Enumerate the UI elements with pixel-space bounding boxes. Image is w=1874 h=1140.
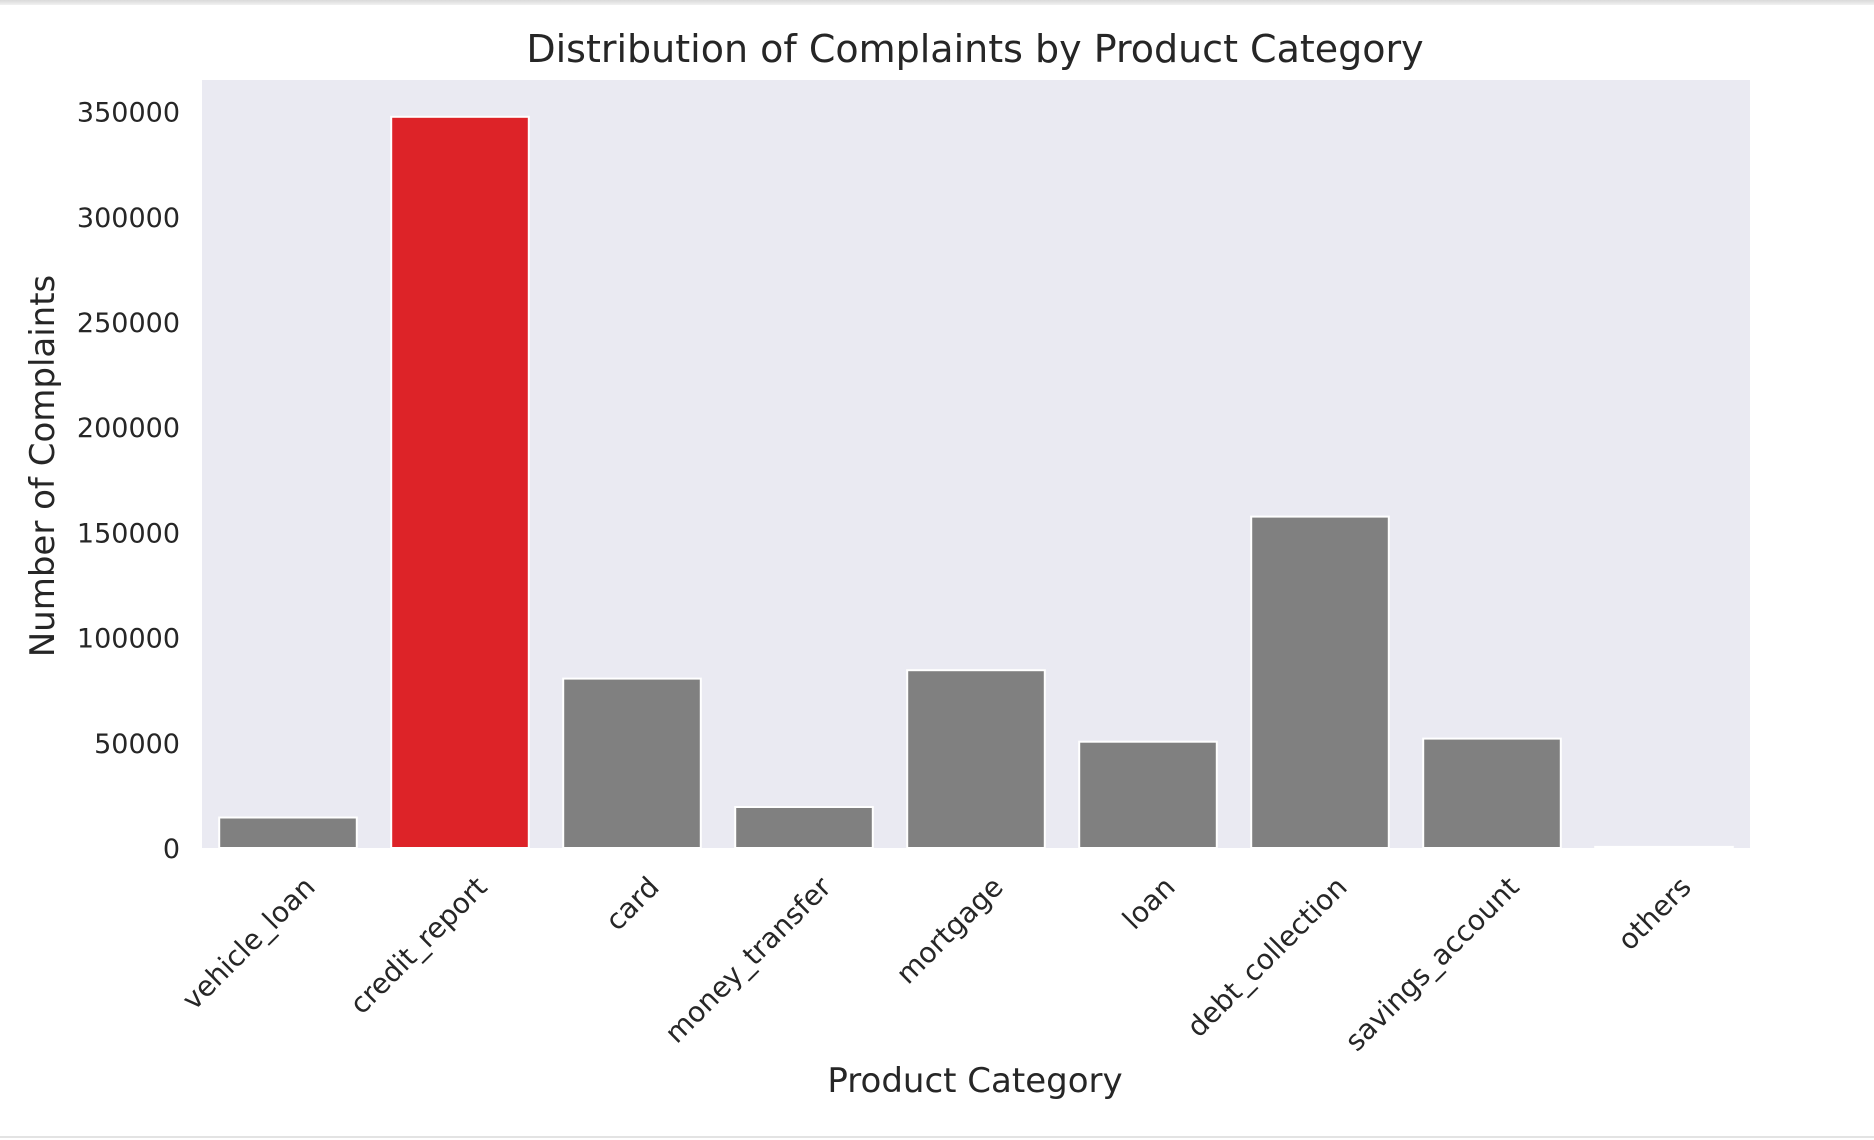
x-tick-label-loan: loan <box>1116 870 1182 936</box>
bar-money-transfer <box>734 806 874 849</box>
bottom-border <box>0 1136 1874 1138</box>
bar-others <box>1594 845 1734 850</box>
bar-debt-collection <box>1250 515 1390 849</box>
y-tick-label: 350000 <box>77 98 180 129</box>
y-tick-label: 150000 <box>77 518 180 549</box>
y-axis-title: Number of Complaints <box>23 275 63 658</box>
x-tick-label-vehicle-loan: vehicle_loan <box>176 870 322 1016</box>
x-tick-label-savings-account: savings_account <box>1338 870 1525 1057</box>
y-tick-label: 200000 <box>77 413 180 444</box>
y-tick-label: 100000 <box>77 624 180 655</box>
bar-savings-account <box>1422 737 1562 849</box>
x-tick-label-card: card <box>599 870 666 937</box>
x-tick-label-mortgage: mortgage <box>890 870 1010 990</box>
bar-loan <box>1078 740 1218 850</box>
x-tick-label-debt-collection: debt_collection <box>1180 870 1353 1043</box>
x-axis-title: Product Category <box>827 1061 1122 1101</box>
y-tick-label: 0 <box>163 834 180 865</box>
bar-card <box>562 677 702 849</box>
chart-title: Distribution of Complaints by Product Ca… <box>526 27 1423 71</box>
x-tick-label-credit-report: credit_report <box>343 870 493 1020</box>
y-tick-label: 250000 <box>77 308 180 339</box>
x-tick-label-others: others <box>1611 870 1697 956</box>
y-tick-labels: 0 50000 100000 150000 200000 250000 300000 3500… <box>77 98 180 865</box>
bar-credit-report <box>390 115 530 850</box>
top-border <box>0 0 1874 5</box>
bars-group <box>218 115 1734 850</box>
bar-vehicle-loan <box>218 816 358 849</box>
y-tick-label: 300000 <box>77 203 180 234</box>
x-tick-label-money-transfer: money_transfer <box>658 870 838 1050</box>
bar-mortgage <box>906 669 1046 850</box>
y-tick-label: 50000 <box>94 729 180 760</box>
x-tick-labels: vehicle_loan credit_report cardmoney_trans… <box>176 870 1698 1058</box>
